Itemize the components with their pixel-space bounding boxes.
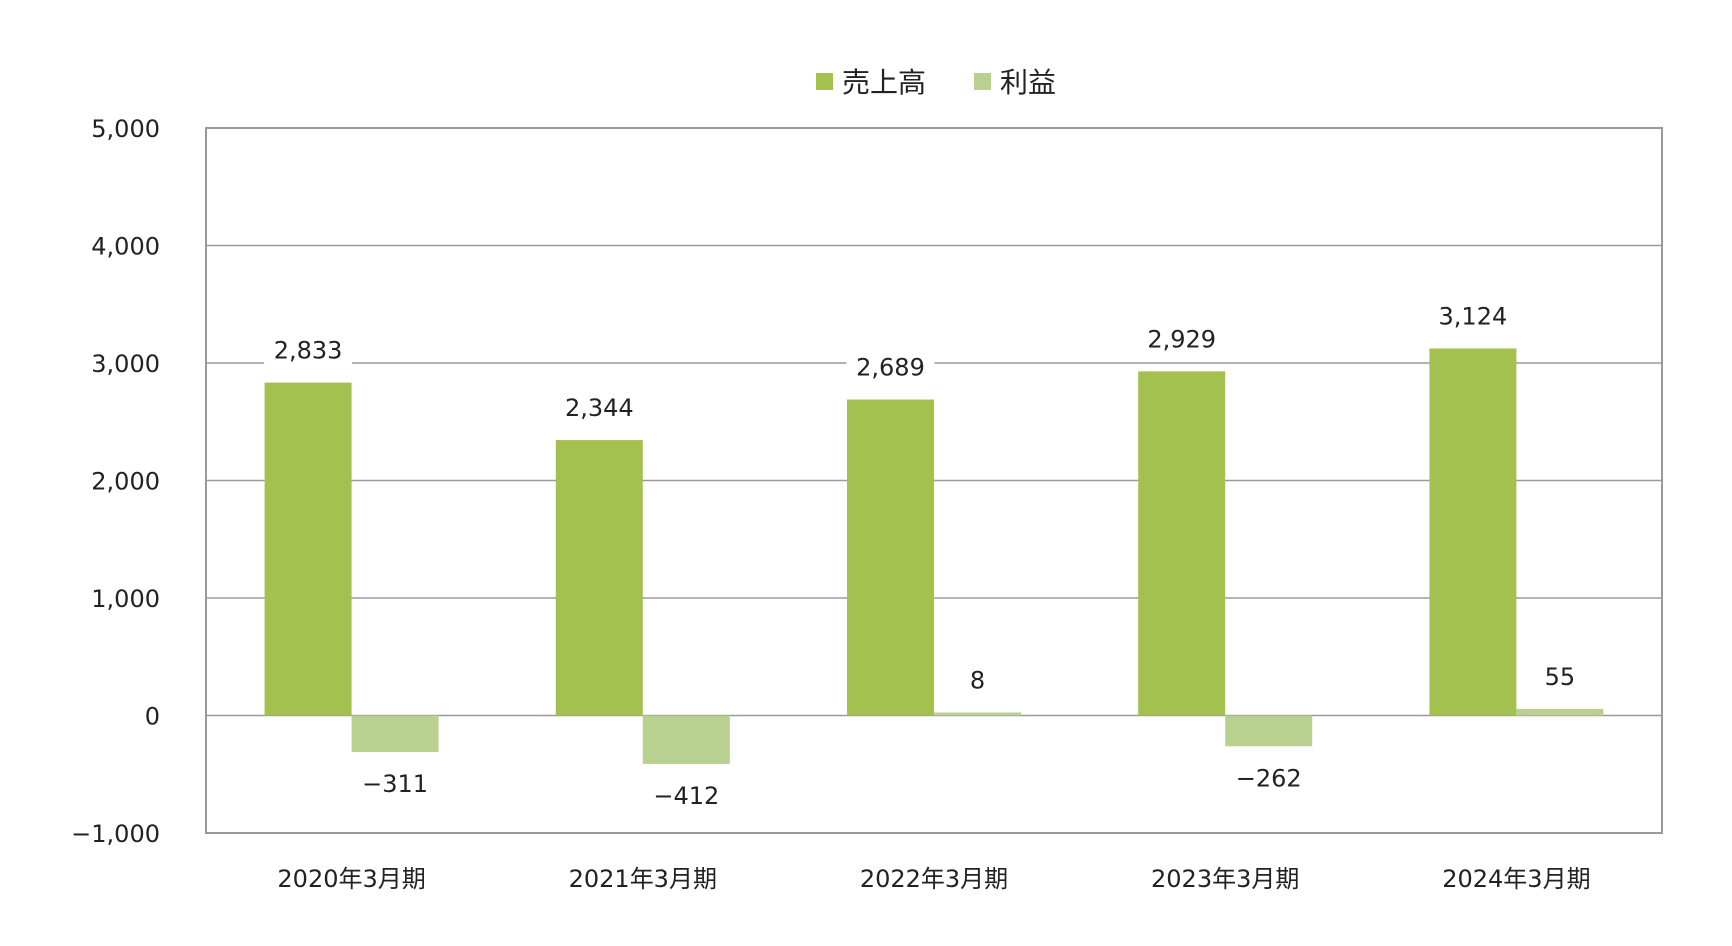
data-label-sales-0: 2,833 bbox=[274, 337, 343, 365]
data-label-bg bbox=[264, 334, 353, 367]
bar-profit-4 bbox=[1516, 709, 1604, 716]
data-label-bg bbox=[846, 351, 935, 384]
bar-profit-0 bbox=[351, 715, 439, 753]
y-axis: 5,000 4,000 3,000 2,000 1,000 0 −1,000 bbox=[71, 115, 160, 848]
y-tick-label: 1,000 bbox=[91, 585, 160, 613]
bar-profit-1 bbox=[642, 715, 730, 764]
y-tick-label: 3,000 bbox=[91, 350, 160, 378]
data-label-bg bbox=[1536, 661, 1583, 694]
data-label-sales-1: 2,344 bbox=[565, 394, 634, 422]
y-tick-label: 2,000 bbox=[91, 468, 160, 496]
data-label-sales-2: 2,689 bbox=[856, 354, 925, 382]
data-label-sales-4: 3,124 bbox=[1439, 302, 1508, 330]
x-category-label: 2020年3月期 bbox=[277, 865, 425, 893]
plot-frame bbox=[205, 127, 1663, 834]
x-category-label: 2024年3月期 bbox=[1442, 865, 1590, 893]
data-label-profit-0: −311 bbox=[362, 770, 428, 798]
legend-label-sales: 売上高 bbox=[842, 66, 926, 99]
data-label-bg bbox=[555, 392, 644, 425]
legend-label-profit: 利益 bbox=[1000, 66, 1056, 99]
bar-sales-2 bbox=[847, 399, 934, 716]
y-tick-label: 0 bbox=[145, 703, 160, 731]
bar-sales-4 bbox=[1429, 348, 1517, 716]
bar-sales-3 bbox=[1138, 371, 1226, 716]
data-label-bg bbox=[1428, 300, 1517, 333]
x-category-label: 2021年3月期 bbox=[569, 865, 717, 893]
y-tick-label: 4,000 bbox=[91, 233, 160, 261]
x-category-label: 2022年3月期 bbox=[860, 865, 1008, 893]
bar-profit-2 bbox=[934, 712, 1021, 716]
bars bbox=[264, 348, 1604, 764]
data-label-profit-1: −412 bbox=[653, 782, 719, 810]
data-label-sales-3: 2,929 bbox=[1147, 325, 1216, 353]
bar-sales-0 bbox=[264, 382, 352, 716]
y-tick-label: 5,000 bbox=[91, 115, 160, 143]
legend-swatch-sales bbox=[816, 73, 833, 90]
x-axis: 2020年3月期 2021年3月期 2022年3月期 2023年3月期 2024年3月期 bbox=[277, 865, 1590, 893]
bar-sales-1 bbox=[555, 440, 643, 716]
data-label-bg bbox=[1137, 323, 1226, 356]
data-label-profit-3: −262 bbox=[1236, 764, 1302, 792]
data-label-profit-2: 8 bbox=[970, 667, 985, 695]
bar-profit-3 bbox=[1225, 715, 1313, 747]
legend: 売上高 利益 bbox=[816, 66, 1056, 99]
legend-swatch-profit bbox=[974, 73, 991, 90]
data-label-bg bbox=[961, 664, 994, 697]
y-tick-label: −1,000 bbox=[71, 820, 160, 848]
data-labels: 2,833 −311 2,344 −412 2,689 8 2,929 −262 3,124 55 bbox=[264, 300, 1583, 810]
data-label-profit-4: 55 bbox=[1545, 663, 1576, 691]
x-category-label: 2023年3月期 bbox=[1151, 865, 1299, 893]
